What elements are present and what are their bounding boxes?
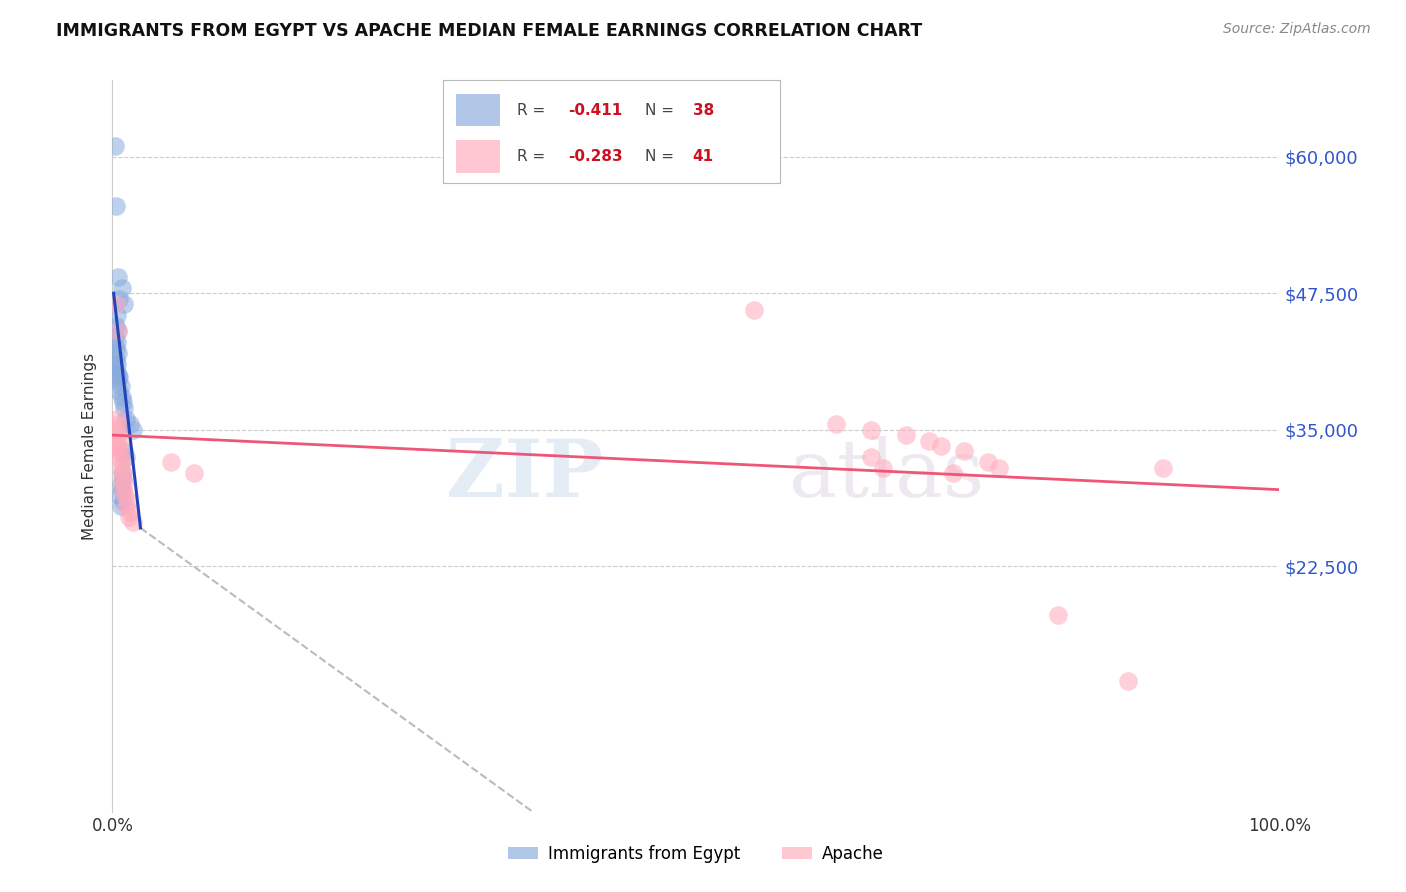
- Point: [107, 368, 129, 382]
- Text: -0.283: -0.283: [568, 149, 623, 164]
- Point: [104, 359, 127, 374]
- Point: [110, 477, 132, 491]
- Point: [108, 488, 131, 502]
- Point: [105, 366, 128, 380]
- Point: [111, 483, 134, 497]
- Point: [118, 510, 141, 524]
- Y-axis label: Median Female Earnings: Median Female Earnings: [82, 352, 97, 540]
- Point: [112, 297, 135, 311]
- Point: [1116, 673, 1139, 688]
- Point: [110, 460, 132, 475]
- Point: [183, 467, 205, 481]
- Point: [104, 330, 127, 344]
- Point: [105, 308, 128, 322]
- Point: [105, 357, 128, 371]
- Point: [111, 281, 134, 295]
- Point: [105, 411, 128, 425]
- Point: [976, 455, 998, 469]
- Text: R =: R =: [517, 149, 546, 164]
- Point: [111, 493, 134, 508]
- Point: [744, 302, 766, 317]
- Point: [112, 444, 135, 458]
- Point: [115, 450, 138, 464]
- Point: [942, 467, 965, 481]
- Point: [108, 292, 131, 306]
- Point: [929, 439, 952, 453]
- Point: [108, 417, 131, 432]
- Point: [105, 335, 128, 350]
- Point: [104, 199, 127, 213]
- Point: [105, 434, 128, 448]
- Text: Source: ZipAtlas.com: Source: ZipAtlas.com: [1223, 22, 1371, 37]
- Point: [118, 417, 141, 432]
- Point: [953, 444, 976, 458]
- Point: [110, 499, 132, 513]
- Point: [108, 450, 131, 464]
- Point: [104, 297, 127, 311]
- Point: [118, 504, 141, 518]
- Text: atlas: atlas: [789, 436, 984, 515]
- Point: [988, 460, 1011, 475]
- Point: [860, 450, 883, 464]
- Point: [104, 362, 127, 376]
- Point: [111, 467, 134, 481]
- Point: [122, 423, 145, 437]
- Text: N =: N =: [645, 103, 675, 118]
- Point: [117, 493, 139, 508]
- Point: [108, 370, 131, 384]
- Bar: [457, 94, 501, 127]
- Text: 41: 41: [693, 149, 714, 164]
- Text: R =: R =: [517, 103, 546, 118]
- Point: [104, 439, 127, 453]
- Point: [108, 434, 131, 448]
- Point: [112, 477, 135, 491]
- Point: [111, 472, 134, 486]
- Point: [110, 444, 132, 458]
- Point: [872, 460, 894, 475]
- Point: [1046, 608, 1069, 623]
- Point: [104, 138, 127, 153]
- Point: [107, 324, 129, 338]
- Point: [111, 472, 134, 486]
- Text: IMMIGRANTS FROM EGYPT VS APACHE MEDIAN FEMALE EARNINGS CORRELATION CHART: IMMIGRANTS FROM EGYPT VS APACHE MEDIAN F…: [56, 22, 922, 40]
- Point: [918, 434, 941, 448]
- Point: [1152, 460, 1174, 475]
- Legend: Immigrants from Egypt, Apache: Immigrants from Egypt, Apache: [502, 838, 890, 869]
- Point: [107, 428, 129, 442]
- Point: [111, 390, 134, 404]
- Text: ZIP: ZIP: [446, 436, 603, 515]
- Point: [110, 379, 132, 393]
- Point: [111, 455, 134, 469]
- Text: N =: N =: [645, 149, 675, 164]
- Point: [104, 341, 127, 355]
- Point: [160, 455, 183, 469]
- Point: [115, 411, 138, 425]
- Point: [111, 483, 134, 497]
- Point: [107, 374, 129, 388]
- Point: [122, 516, 145, 530]
- Point: [825, 417, 848, 432]
- Point: [104, 351, 127, 366]
- Point: [860, 423, 883, 437]
- Text: 38: 38: [693, 103, 714, 118]
- Point: [107, 324, 129, 338]
- Point: [108, 384, 131, 399]
- Point: [111, 467, 134, 481]
- Text: -0.411: -0.411: [568, 103, 621, 118]
- Bar: [457, 140, 501, 173]
- Point: [114, 488, 136, 502]
- Point: [107, 269, 129, 284]
- Point: [894, 428, 917, 442]
- Point: [107, 444, 129, 458]
- Point: [107, 346, 129, 360]
- Point: [111, 395, 134, 409]
- Point: [104, 423, 127, 437]
- Point: [112, 401, 135, 415]
- Point: [115, 499, 138, 513]
- Point: [104, 318, 127, 333]
